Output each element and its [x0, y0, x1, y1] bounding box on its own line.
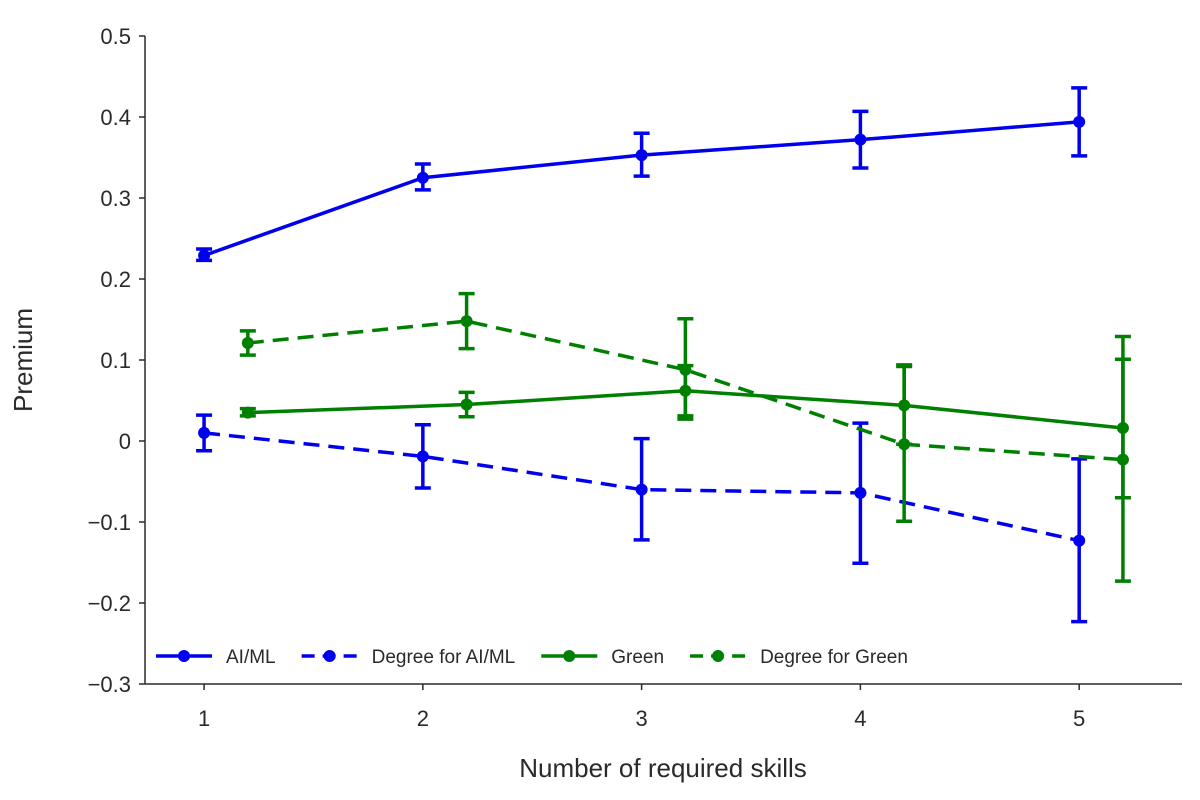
ticks: −0.3 −0.2 −0.1 0 0.1 0.2 0.3 0.4 0.5 1 2 3 4 5 — [88, 24, 1086, 731]
data-point — [679, 363, 692, 376]
legend-label: AI/ML — [226, 647, 276, 668]
x-tick-label: 4 — [854, 706, 866, 731]
y-tick-label: −0.3 — [88, 672, 131, 697]
y-tick-label: −0.1 — [88, 510, 131, 535]
legend-swatch-marker — [563, 650, 576, 662]
x-tick-label: 3 — [635, 706, 647, 731]
y-tick-label: 0.3 — [100, 186, 131, 211]
data-point — [198, 426, 211, 439]
data-point — [1073, 534, 1086, 547]
data-point — [898, 438, 911, 451]
data-point — [198, 249, 211, 262]
legend-label: Degree for Green — [760, 647, 908, 668]
series-ai-ml — [196, 86, 1088, 263]
series-degree-for-ai-ml — [196, 413, 1088, 624]
series-degree-for-green — [239, 291, 1131, 583]
plot-area — [196, 86, 1131, 624]
legend-label: Green — [611, 647, 664, 668]
data-point — [854, 486, 867, 499]
x-tick-label: 1 — [198, 706, 210, 731]
data-point — [416, 171, 429, 184]
legend: AI/ML Degree for AI/ML Green Degree for Gre… — [156, 647, 908, 668]
y-tick-label: 0.1 — [100, 348, 131, 373]
data-point — [416, 450, 429, 463]
y-tick-label: 0.4 — [100, 105, 131, 130]
legend-item: Degree for AI/ML — [301, 647, 516, 668]
legend-item: Green — [541, 647, 664, 668]
legend-label: Degree for AI/ML — [372, 647, 516, 668]
y-axis-title: Premium — [8, 308, 38, 412]
x-tick-label: 2 — [417, 706, 429, 731]
legend-item: AI/ML — [156, 647, 276, 668]
data-point — [241, 406, 254, 419]
data-point — [241, 336, 254, 349]
data-point — [460, 315, 473, 328]
data-point — [635, 149, 648, 162]
series-line — [203, 431, 1080, 543]
y-tick-label: 0 — [119, 429, 131, 454]
y-tick-label: −0.2 — [88, 591, 131, 616]
y-tick-label: 0.2 — [100, 267, 131, 292]
y-tick-label: 0.5 — [100, 24, 131, 49]
x-tick-label: 5 — [1073, 706, 1085, 731]
data-point — [854, 133, 867, 146]
data-point — [1073, 115, 1086, 128]
legend-swatch-marker — [712, 650, 725, 662]
legend-swatch-marker — [178, 650, 190, 662]
data-point — [635, 483, 648, 496]
legend-swatch-marker — [323, 650, 336, 662]
x-axis-title: Number of required skills — [519, 753, 807, 783]
legend-item: Degree for Green — [690, 647, 908, 668]
data-point — [1116, 453, 1129, 466]
axes — [144, 36, 1182, 685]
data-point — [460, 398, 473, 411]
